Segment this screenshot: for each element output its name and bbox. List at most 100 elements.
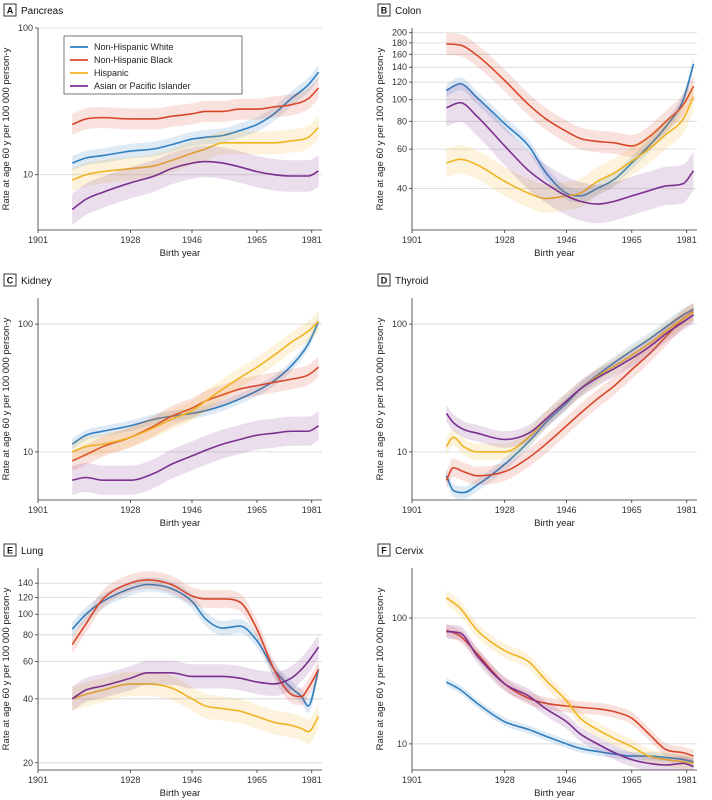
ci-band-asian-or-pacific-islander [72, 145, 319, 226]
legend: Non-Hispanic White Non-Hispanic Black Hisp… [63, 35, 243, 95]
series-line-non-hispanic-black [71, 579, 320, 698]
y-tick-label: 40 [397, 183, 407, 193]
x-axis-label: Birth year [534, 248, 575, 259]
series-line-asian-or-pacific-islander [446, 101, 695, 205]
y-tick-label: 180 [392, 38, 407, 48]
panel-cervix: 10 100 1901 1928 1946 1965 1981 Birth year Rate … [375, 543, 697, 799]
panel-letter: B [381, 6, 388, 16]
series-line-hispanic [71, 126, 320, 181]
legend-box [63, 35, 243, 95]
series-line-hispanic [445, 597, 694, 765]
y-axis-label: Rate at age 60 y per 100 000 person-y [375, 47, 386, 210]
y-tick-label: 100 [18, 609, 33, 619]
x-tick-label: 1981 [302, 235, 322, 245]
panel-letter: F [381, 546, 387, 556]
x-tick-label: 1946 [557, 235, 577, 245]
ci-band-non-hispanic-black [446, 302, 694, 490]
x-tick-label: 1901 [402, 235, 422, 245]
series-line-non-hispanic-black [71, 87, 320, 126]
x-tick-label: 1928 [120, 775, 140, 785]
series-line-asian-or-pacific-islander [445, 314, 695, 441]
x-tick-label: 1901 [402, 505, 422, 515]
y-tick-label: 10 [23, 447, 33, 457]
series-group [71, 311, 320, 495]
x-tick-label: 1946 [182, 505, 202, 515]
series-group [445, 33, 695, 224]
x-tick-label: 1965 [247, 505, 267, 515]
panel-letter-box [3, 3, 17, 17]
x-tick-label: 1965 [622, 505, 642, 515]
y-tick-label: 80 [23, 630, 33, 640]
x-tick-label: 1981 [677, 235, 697, 245]
y-axis-label: Rate at age 60 y per 100 000 person-y [1, 317, 12, 480]
x-tick-label: 1965 [622, 775, 642, 785]
x-tick-label: 1928 [495, 505, 515, 515]
ci-band-non-hispanic-white [72, 64, 319, 171]
legend-label-asian-or-pacific-islander: Asian or Pacific Islander [94, 81, 191, 91]
y-tick-label: 80 [397, 116, 407, 126]
y-axis-label: Rate at age 60 y per 100 000 person-y [375, 587, 386, 750]
panel-title: Colon [395, 6, 421, 17]
x-tick-label: 1946 [557, 775, 577, 785]
series-group [445, 590, 694, 770]
ci-band-hispanic [72, 311, 319, 462]
panel-title: Lung [21, 546, 43, 557]
y-tick-label: 40 [23, 694, 33, 704]
legend-label-hispanic: Hispanic [94, 68, 129, 78]
x-tick-label: 1928 [495, 775, 515, 785]
y-tick-label: 100 [392, 95, 407, 105]
ci-band-hispanic [446, 82, 694, 213]
ci-band-asian-or-pacific-islander [72, 635, 319, 711]
y-axis-label: Rate at age 60 y per 100 000 person-y [1, 47, 12, 210]
panel-lung: 20 40 60 80 100 120 140 1901 1928 1946 1965 1981 Bir… [1, 543, 322, 799]
y-tick-label: 200 [392, 28, 407, 38]
panel-letter: A [7, 6, 14, 16]
series-line-asian-or-pacific-islander [72, 425, 319, 482]
ci-band-non-hispanic-white [446, 57, 694, 203]
x-tick-label: 1965 [247, 775, 267, 785]
ci-band-non-hispanic-white [446, 303, 694, 499]
panel-letter: D [381, 276, 388, 286]
y-tick-label: 100 [18, 23, 33, 33]
panel-letter: C [7, 276, 14, 286]
series-line-non-hispanic-black [446, 629, 694, 757]
ci-band-non-hispanic-black [72, 571, 319, 706]
legend-label-non-hispanic-white: Non-Hispanic White [94, 42, 174, 52]
ci-band-non-hispanic-black [446, 33, 694, 157]
x-axis-label: Birth year [160, 788, 201, 799]
series-line-asian-or-pacific-islander [71, 160, 319, 211]
series-line-asian-or-pacific-islander [446, 630, 694, 768]
panel-title: Cervix [395, 546, 423, 557]
ci-band-hispanic [446, 303, 694, 461]
y-tick-label: 120 [18, 592, 33, 602]
panel-letter-box [3, 543, 17, 557]
x-tick-label: 1928 [120, 235, 140, 245]
x-tick-label: 1901 [28, 505, 48, 515]
x-tick-label: 1965 [622, 235, 642, 245]
y-tick-label: 60 [23, 656, 33, 666]
x-tick-label: 1981 [302, 775, 322, 785]
x-tick-label: 1981 [302, 505, 322, 515]
series-group [445, 302, 695, 499]
panel-kidney: 10 100 1901 1928 1946 1965 1981 Birth year Rate … [1, 273, 322, 529]
panel-pancreas: 10 100 1901 1928 1946 1965 1981 Birth year Rate … [1, 3, 322, 259]
series-line-hispanic [71, 683, 320, 733]
y-axis-label: Rate at age 60 y per 100 000 person-y [375, 317, 386, 480]
panel-letter: E [7, 546, 13, 556]
panel-letter-box [377, 273, 391, 287]
panel-title: Thyroid [395, 276, 428, 287]
y-tick-label: 140 [392, 62, 407, 72]
panel-letter-box [377, 3, 391, 17]
x-tick-label: 1946 [557, 505, 577, 515]
y-tick-label: 160 [392, 49, 407, 59]
ci-band-asian-or-pacific-islander [446, 83, 694, 224]
x-tick-label: 1901 [402, 775, 422, 785]
x-axis-label: Birth year [534, 788, 575, 799]
y-axis-label: Rate at age 60 y per 100 000 person-y [1, 587, 12, 750]
series-line-non-hispanic-black [446, 43, 695, 147]
panel-title: Pancreas [21, 6, 63, 17]
legend-label-non-hispanic-black: Non-Hispanic Black [94, 55, 173, 65]
series-line-non-hispanic-white [71, 583, 320, 707]
